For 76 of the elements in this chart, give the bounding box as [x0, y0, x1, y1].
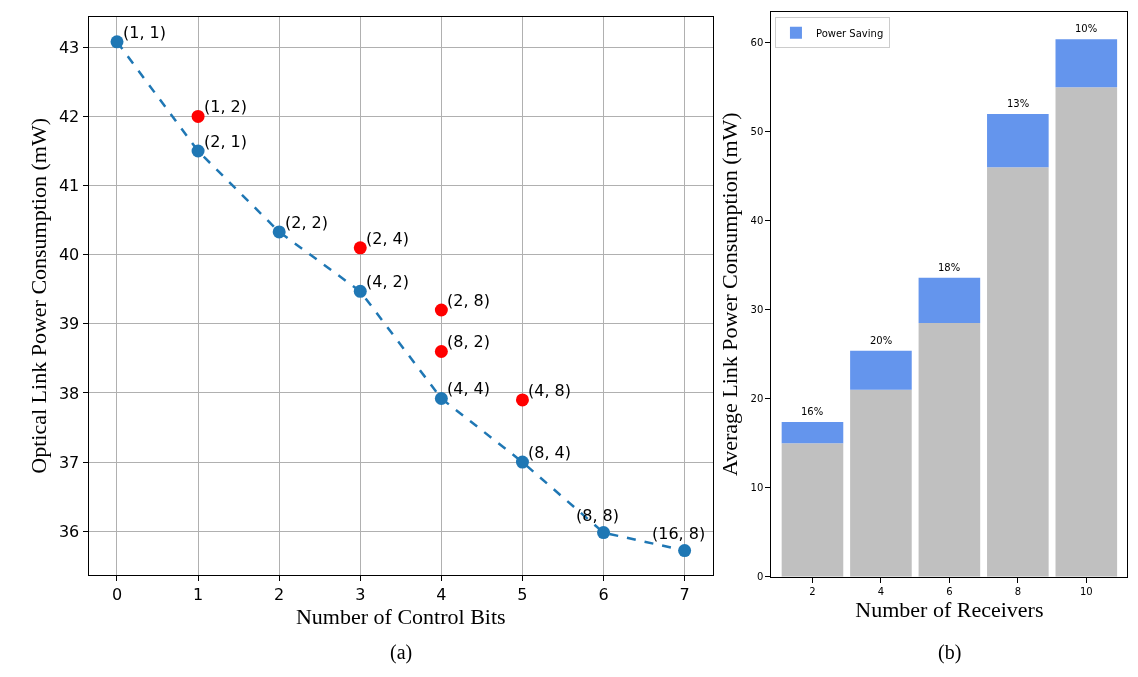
x-axis-title: Number of Control Bits [296, 604, 506, 630]
x-tick-label: 7 [679, 585, 690, 605]
y-tick-label: 37 [58, 452, 80, 472]
y-axis-title: Average Link Power Consumption (mW) [717, 112, 743, 477]
bar [850, 389, 912, 577]
y-tick-label: 38 [58, 383, 80, 403]
x-tick-label: 3 [355, 585, 366, 605]
annotation: 16% [801, 406, 824, 417]
y-tick-label: 30 [750, 304, 764, 316]
y-tick-label: 40 [58, 245, 80, 265]
point [434, 344, 448, 358]
annotation: (4, 2) [366, 272, 410, 291]
annotation: 18% [938, 262, 961, 273]
annotation: (8, 2) [447, 332, 491, 351]
annotation: 20% [870, 335, 893, 346]
y-tick-label: 40 [750, 215, 764, 227]
y-tick-label: 50 [750, 126, 764, 138]
y-tick-label: 41 [58, 176, 80, 196]
x-tick-label: 1 [192, 585, 204, 605]
annotation: (8, 8) [576, 506, 620, 525]
point [191, 144, 205, 158]
bar [987, 167, 1049, 577]
annotation: (2, 8) [447, 291, 491, 310]
point [272, 225, 286, 239]
x-tick-label: 6 [598, 585, 609, 605]
x-tick-label: 4 [436, 585, 447, 605]
point [353, 241, 367, 255]
point [434, 392, 448, 405]
y-axis-title: Optical Link Power Consumption (mW) [25, 118, 51, 474]
annotation: (16, 8) [652, 524, 706, 543]
annotation: (4, 4) [447, 379, 491, 398]
bar [781, 421, 844, 444]
bar [918, 277, 981, 324]
annotation: (1, 1) [123, 23, 167, 42]
y-tick-label: 43 [58, 37, 80, 57]
annotation: (1, 2) [204, 97, 248, 116]
bar [781, 443, 844, 577]
x-tick-label: 2 [809, 585, 816, 597]
x-axis-title: Number of Receivers [855, 596, 1044, 622]
bar [850, 350, 912, 390]
x-tick-label: 5 [517, 585, 528, 605]
point [597, 526, 611, 540]
annotation: (4, 8) [528, 381, 572, 400]
x-tick-label: 0 [111, 585, 123, 605]
bar [1055, 39, 1118, 88]
y-tick-label: 20 [750, 393, 764, 405]
bar [1055, 87, 1118, 577]
y-tick-label: 60 [750, 37, 764, 49]
x-tick-label: 2 [274, 585, 285, 605]
y-tick-label: 0 [756, 571, 764, 583]
annotation: 13% [1007, 98, 1030, 109]
text: (b) [938, 641, 962, 664]
x-tick-label: 10 [1079, 585, 1093, 597]
annotation: (2, 2) [285, 213, 329, 232]
y-tick-label: 10 [750, 482, 764, 494]
annotation: (8, 4) [528, 443, 572, 462]
legend-label: Power Saving [815, 27, 884, 39]
y-tick-label: 42 [58, 107, 80, 127]
point [434, 303, 448, 317]
annotation: 10% [1075, 23, 1098, 34]
point [515, 393, 529, 407]
point [515, 455, 529, 469]
annotation: (2, 1) [204, 132, 248, 151]
bar [987, 113, 1049, 168]
x-tick-label: 6 [946, 585, 953, 597]
annotation: (2, 4) [366, 229, 410, 248]
point [678, 544, 692, 558]
point [110, 35, 124, 49]
text: (a) [390, 641, 413, 664]
bar [918, 323, 981, 577]
y-tick-label: 39 [58, 314, 80, 334]
x-tick-label: 4 [877, 585, 885, 597]
y-tick-label: 36 [58, 521, 80, 541]
point [353, 284, 367, 298]
x-tick-label: 8 [1014, 585, 1022, 597]
point [191, 109, 205, 123]
